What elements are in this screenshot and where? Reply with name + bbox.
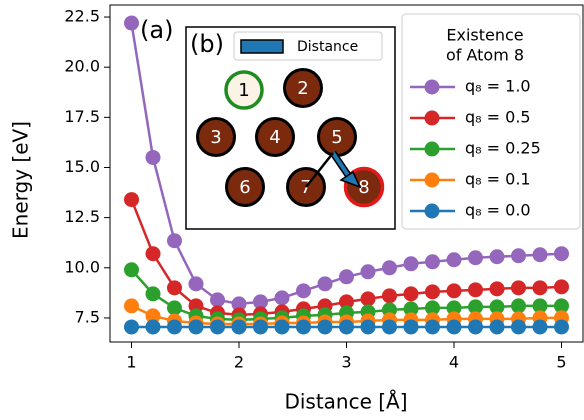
marker <box>146 319 161 334</box>
marker <box>189 319 204 334</box>
y-axis-label: Energy [eV] <box>9 121 33 239</box>
marker <box>318 319 333 334</box>
marker <box>189 276 204 291</box>
marker <box>382 288 397 303</box>
atom-label: 5 <box>331 127 342 148</box>
y-tick-label: 15.0 <box>64 157 100 176</box>
legend-title: of Atom 8 <box>446 46 524 65</box>
x-tick-label: 3 <box>341 353 351 372</box>
marker <box>296 319 311 334</box>
marker <box>361 319 376 334</box>
marker <box>124 192 139 207</box>
marker <box>511 248 526 263</box>
y-tick-label: 17.5 <box>64 107 100 126</box>
marker <box>253 319 268 334</box>
inset-legend-patch <box>241 40 283 53</box>
y-tick-label: 7.5 <box>75 307 100 326</box>
marker <box>232 319 247 334</box>
marker <box>404 286 419 301</box>
x-tick-label: 5 <box>556 353 566 372</box>
marker <box>210 319 225 334</box>
legend-marker <box>425 204 440 219</box>
legend-marker <box>425 142 440 157</box>
marker <box>361 264 376 279</box>
marker <box>425 319 440 334</box>
marker <box>554 246 569 261</box>
marker <box>468 282 483 297</box>
marker <box>124 298 139 313</box>
marker <box>167 319 182 334</box>
legend-label: q₈ = 0.25 <box>465 139 541 158</box>
marker <box>447 319 462 334</box>
marker <box>361 291 376 306</box>
marker <box>468 319 483 334</box>
marker <box>468 250 483 265</box>
marker <box>404 256 419 271</box>
marker <box>124 319 139 334</box>
marker <box>382 319 397 334</box>
legend-marker <box>425 80 440 95</box>
marker <box>167 233 182 248</box>
marker <box>425 254 440 269</box>
panel-label: (a) <box>140 16 173 44</box>
marker <box>124 16 139 31</box>
legend-title: Existence <box>446 26 523 45</box>
marker <box>447 252 462 267</box>
marker <box>339 319 354 334</box>
marker <box>511 319 526 334</box>
atom-label: 4 <box>269 127 280 148</box>
x-tick-label: 4 <box>449 353 459 372</box>
x-axis-label: Distance [Å] <box>284 390 407 414</box>
legend-label: q₈ = 1.0 <box>465 77 531 96</box>
marker <box>425 284 440 299</box>
marker <box>318 276 333 291</box>
marker <box>275 290 290 305</box>
x-tick-label: 2 <box>234 353 244 372</box>
atom-label: 6 <box>239 177 250 198</box>
legend-label: q₈ = 0.1 <box>465 170 531 189</box>
marker <box>533 280 548 295</box>
marker <box>404 319 419 334</box>
marker <box>382 260 397 275</box>
marker <box>511 298 526 313</box>
y-tick-label: 12.5 <box>64 207 100 226</box>
legend-label: q₈ = 0.0 <box>465 201 531 220</box>
marker <box>167 280 182 295</box>
marker <box>490 319 505 334</box>
legend-marker <box>425 111 440 126</box>
marker <box>554 319 569 334</box>
atom-label: 2 <box>297 78 308 99</box>
marker <box>210 292 225 307</box>
marker <box>146 150 161 165</box>
marker <box>146 246 161 261</box>
atom-label: 3 <box>210 127 221 148</box>
marker <box>511 280 526 295</box>
marker <box>533 247 548 262</box>
y-tick-label: 22.5 <box>64 7 100 26</box>
atom-label: 1 <box>238 80 249 101</box>
marker <box>124 262 139 277</box>
marker <box>146 286 161 301</box>
marker <box>275 319 290 334</box>
marker <box>533 319 548 334</box>
marker <box>490 249 505 264</box>
marker <box>490 281 505 296</box>
y-tick-label: 10.0 <box>64 257 100 276</box>
y-tick-label: 20.0 <box>64 57 100 76</box>
marker <box>554 279 569 294</box>
marker <box>339 269 354 284</box>
x-tick-label: 1 <box>126 353 136 372</box>
inset-legend-text: Distance <box>297 39 358 55</box>
marker <box>167 300 182 315</box>
marker <box>447 283 462 298</box>
chart: Distance [Å] Energy [eV] 7.5 10.0 12.5 15.0… <box>0 0 584 420</box>
inset-label: (b) <box>190 30 224 58</box>
legend-marker <box>425 173 440 188</box>
marker <box>296 283 311 298</box>
legend-label: q₈ = 0.5 <box>465 108 531 127</box>
